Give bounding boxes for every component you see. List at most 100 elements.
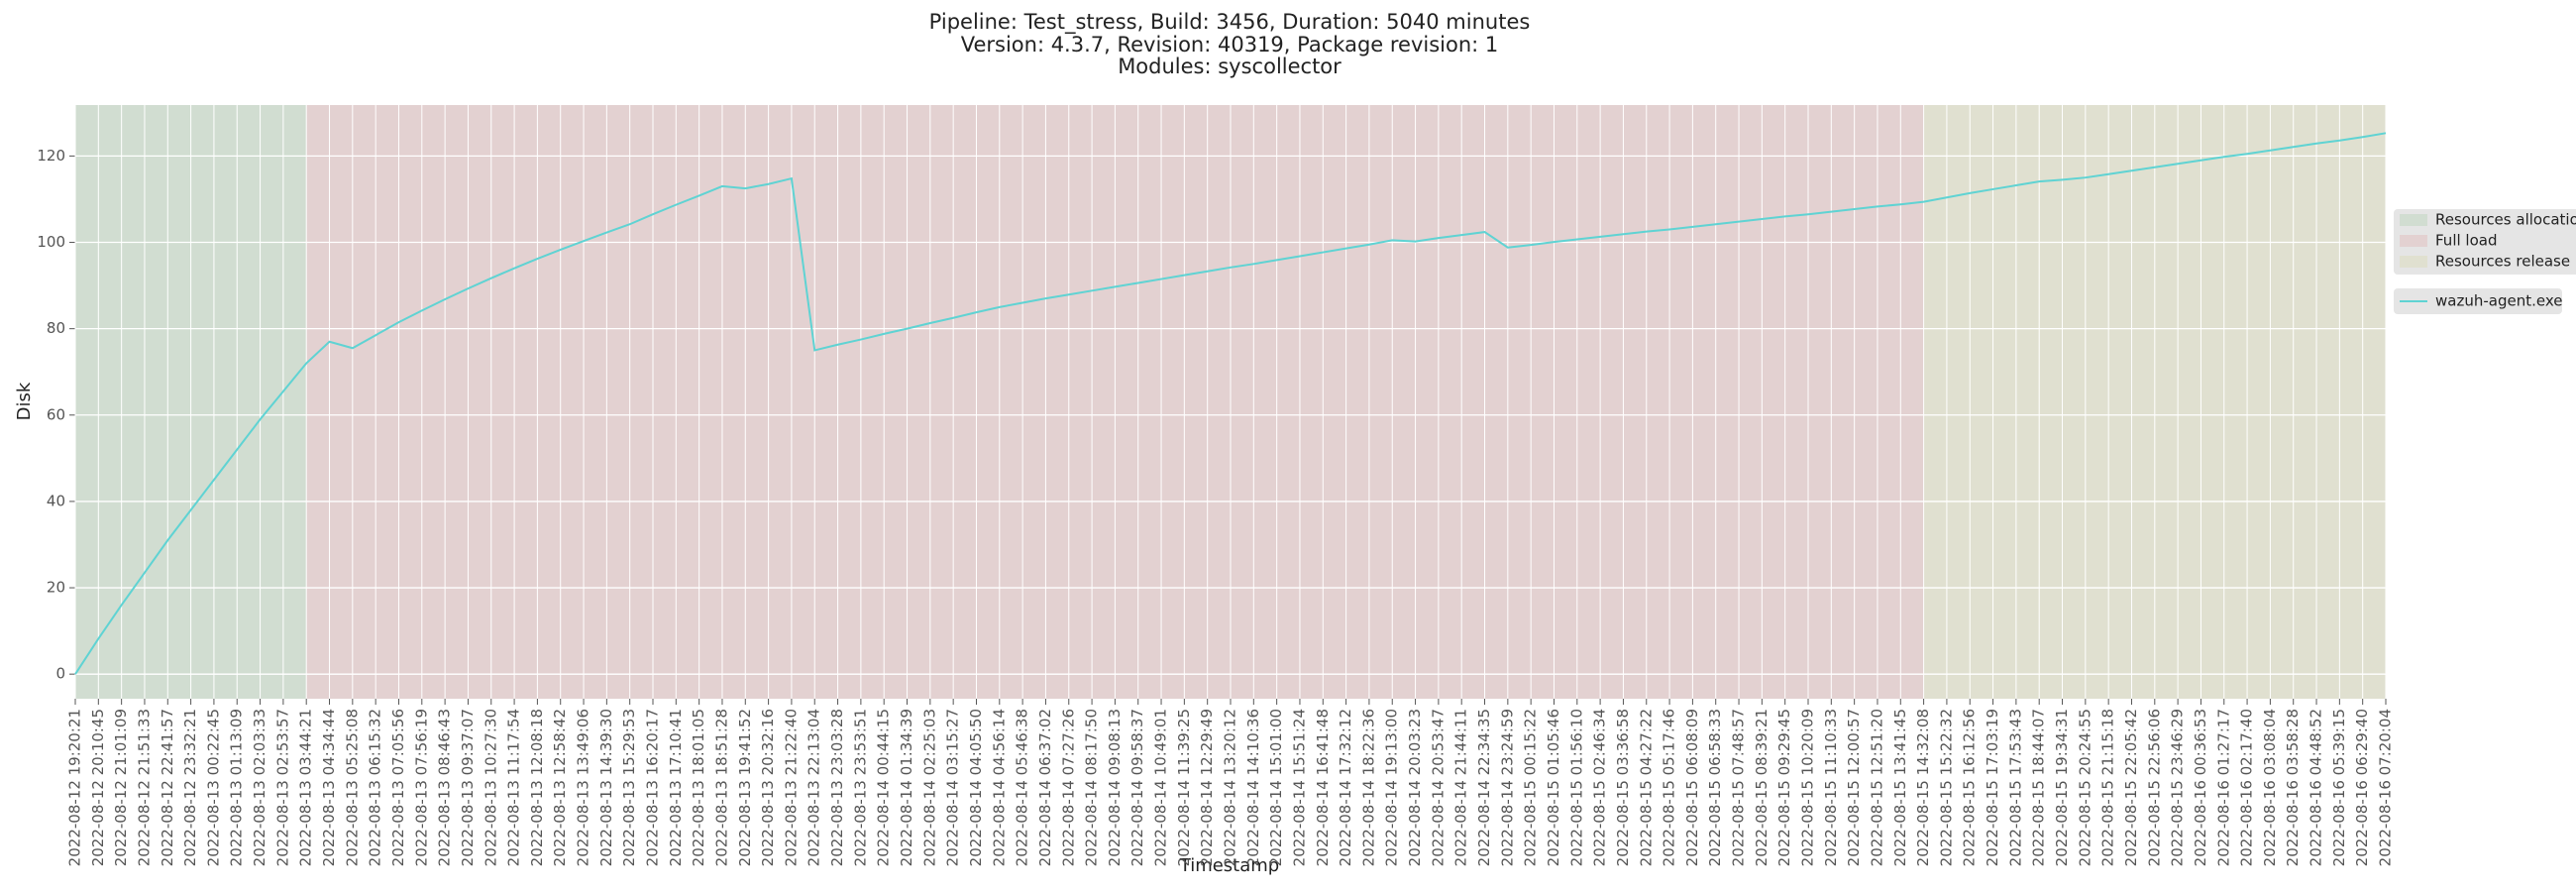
- x-tick-label: 2022-08-13 03:44:21: [297, 709, 315, 866]
- y-axis-label: Disk: [14, 382, 35, 420]
- x-tick-label: 2022-08-13 14:39:30: [597, 709, 615, 866]
- legend-box: [2394, 209, 2576, 275]
- x-tick-label: 2022-08-14 20:03:23: [1406, 709, 1424, 866]
- x-tick-label: 2022-08-14 04:05:50: [967, 709, 985, 866]
- x-tick-label: 2022-08-13 11:17:54: [505, 709, 523, 866]
- x-tick-label: 2022-08-15 17:03:19: [1984, 709, 2001, 866]
- legend-label: Resources allocation: [2435, 211, 2576, 229]
- x-tick-label: 2022-08-15 03:36:58: [1614, 709, 1632, 866]
- x-tick-label: 2022-08-15 14:32:08: [1914, 709, 1932, 866]
- y-tick-label: 20: [47, 579, 65, 597]
- x-tick-label: 2022-08-13 22:13:04: [805, 709, 823, 866]
- x-tick-label: 2022-08-15 08:39:21: [1753, 709, 1771, 866]
- x-tick-label: 2022-08-15 04:27:22: [1637, 709, 1655, 866]
- data-line: [74, 132, 2387, 675]
- x-tick-label: 2022-08-14 18:22:36: [1359, 709, 1377, 866]
- x-tick-label: 2022-08-12 22:41:57: [159, 709, 176, 866]
- x-tick-label: 2022-08-14 01:34:39: [898, 709, 915, 866]
- x-tick-label: 2022-08-16 05:39:15: [2330, 709, 2348, 866]
- x-tick-label: 2022-08-13 18:51:28: [712, 709, 730, 866]
- x-tick-label: 2022-08-13 02:03:33: [251, 709, 268, 866]
- x-tick-label: 2022-08-13 13:49:06: [575, 709, 592, 866]
- x-tick-label: 2022-08-13 21:22:40: [782, 709, 800, 866]
- x-tick-label: 2022-08-15 22:56:06: [2145, 709, 2163, 866]
- x-tick-label: 2022-08-16 03:08:04: [2261, 709, 2279, 866]
- y-tick-label: 40: [47, 492, 65, 509]
- x-tick-label: 2022-08-14 16:41:48: [1314, 709, 1332, 866]
- x-tick-label: 2022-08-13 18:01:05: [690, 709, 707, 866]
- x-tick-label: 2022-08-13 05:25:08: [343, 709, 361, 866]
- x-tick-label: 2022-08-15 02:46:34: [1591, 709, 1609, 866]
- x-tick-label: 2022-08-13 12:58:42: [551, 709, 569, 866]
- x-tick-label: 2022-08-15 13:41:45: [1891, 709, 1909, 866]
- x-tick-label: 2022-08-13 15:29:53: [620, 709, 638, 866]
- x-axis-label: Timestamp: [1179, 855, 1279, 876]
- x-tick-label: 2022-08-14 08:17:50: [1083, 709, 1101, 866]
- x-tick-label: 2022-08-13 07:56:19: [412, 709, 430, 866]
- x-tick-label: 2022-08-13 09:37:07: [459, 709, 477, 866]
- x-tick-label: 2022-08-12 21:01:09: [112, 709, 130, 866]
- x-tick-label: 2022-08-14 11:39:25: [1175, 709, 1193, 866]
- x-tick-label: 2022-08-15 00:15:22: [1522, 709, 1540, 866]
- x-tick-label: 2022-08-14 04:56:14: [990, 709, 1008, 866]
- x-tick-label: 2022-08-14 06:37:02: [1036, 709, 1054, 866]
- x-tick-label: 2022-08-15 21:15:18: [2099, 709, 2117, 866]
- x-tick-label: 2022-08-15 18:44:07: [2030, 709, 2048, 866]
- x-tick-label: 2022-08-15 12:00:57: [1845, 709, 1863, 866]
- x-tick-label: 2022-08-13 19:41:52: [736, 709, 754, 866]
- x-tick-label: 2022-08-15 05:17:46: [1661, 709, 1678, 866]
- x-tick-label: 2022-08-13 02:53:57: [273, 709, 291, 866]
- x-tick-label: 2022-08-13 04:34:44: [320, 709, 338, 866]
- chart-title: Modules: syscollector: [1118, 55, 1342, 78]
- x-tick-label: 2022-08-14 22:34:35: [1475, 709, 1493, 866]
- x-tick-label: 2022-08-15 06:58:33: [1706, 709, 1724, 866]
- x-tick-label: 2022-08-16 00:36:53: [2192, 709, 2209, 866]
- x-tick-label: 2022-08-14 23:24:59: [1498, 709, 1516, 866]
- legend-swatch: [2400, 256, 2427, 268]
- x-tick-label: 2022-08-14 17:32:12: [1337, 709, 1354, 866]
- x-tick-label: 2022-08-14 09:58:37: [1128, 709, 1146, 866]
- x-tick-label: 2022-08-15 01:56:10: [1567, 709, 1585, 866]
- legend-swatch: [2400, 214, 2427, 226]
- y-tick-label: 120: [37, 147, 65, 165]
- x-tick-label: 2022-08-13 17:10:41: [667, 709, 685, 866]
- x-tick-label: 2022-08-16 01:27:17: [2214, 709, 2232, 866]
- x-tick-label: 2022-08-12 20:10:45: [89, 709, 107, 866]
- x-tick-label: 2022-08-16 04:48:52: [2308, 709, 2325, 866]
- x-tick-label: 2022-08-13 23:03:28: [828, 709, 846, 866]
- x-tick-label: 2022-08-14 20:53:47: [1429, 709, 1447, 866]
- x-tick-label: 2022-08-13 12:08:18: [528, 709, 546, 866]
- legend-label: wazuh-agent.exe: [2435, 292, 2562, 310]
- x-tick-label: 2022-08-13 06:15:32: [367, 709, 384, 866]
- x-tick-label: 2022-08-15 01:05:46: [1545, 709, 1562, 866]
- x-tick-label: 2022-08-13 00:22:45: [204, 709, 222, 866]
- x-tick-label: 2022-08-14 15:01:00: [1267, 709, 1285, 866]
- x-tick-label: 2022-08-16 03:58:28: [2284, 709, 2302, 866]
- x-tick-label: 2022-08-14 14:10:36: [1244, 709, 1262, 866]
- legend-box: [2394, 288, 2562, 314]
- x-tick-label: 2022-08-15 23:46:29: [2169, 709, 2187, 866]
- x-tick-label: 2022-08-15 10:20:09: [1799, 709, 1817, 866]
- x-tick-label: 2022-08-15 15:22:32: [1937, 709, 1955, 866]
- x-tick-label: 2022-08-14 03:15:27: [944, 709, 962, 866]
- x-tick-label: 2022-08-13 10:27:30: [482, 709, 499, 866]
- x-tick-label: 2022-08-15 09:29:45: [1775, 709, 1793, 866]
- x-tick-label: 2022-08-13 07:05:56: [389, 709, 407, 866]
- x-tick-label: 2022-08-14 02:25:03: [920, 709, 938, 866]
- x-tick-label: 2022-08-15 11:10:33: [1822, 709, 1840, 866]
- x-tick-label: 2022-08-16 06:29:40: [2353, 709, 2371, 866]
- x-tick-label: 2022-08-16 07:20:04: [2377, 709, 2395, 866]
- x-tick-label: 2022-08-15 06:08:09: [1683, 709, 1701, 866]
- x-tick-label: 2022-08-14 10:49:01: [1152, 709, 1170, 866]
- x-tick-label: 2022-08-14 19:13:00: [1383, 709, 1401, 866]
- x-tick-label: 2022-08-13 01:13:09: [228, 709, 246, 866]
- x-tick-label: 2022-08-14 05:46:38: [1014, 709, 1031, 866]
- x-tick-label: 2022-08-14 07:27:26: [1059, 709, 1077, 866]
- legend-swatch: [2400, 235, 2427, 247]
- x-tick-label: 2022-08-16 02:17:40: [2238, 709, 2256, 866]
- chart-title: Pipeline: Test_stress, Build: 3456, Dura…: [929, 10, 1531, 35]
- legend-label: Full load: [2435, 232, 2497, 250]
- x-tick-label: 2022-08-14 15:51:24: [1290, 709, 1308, 866]
- x-tick-label: 2022-08-14 12:29:49: [1198, 709, 1216, 866]
